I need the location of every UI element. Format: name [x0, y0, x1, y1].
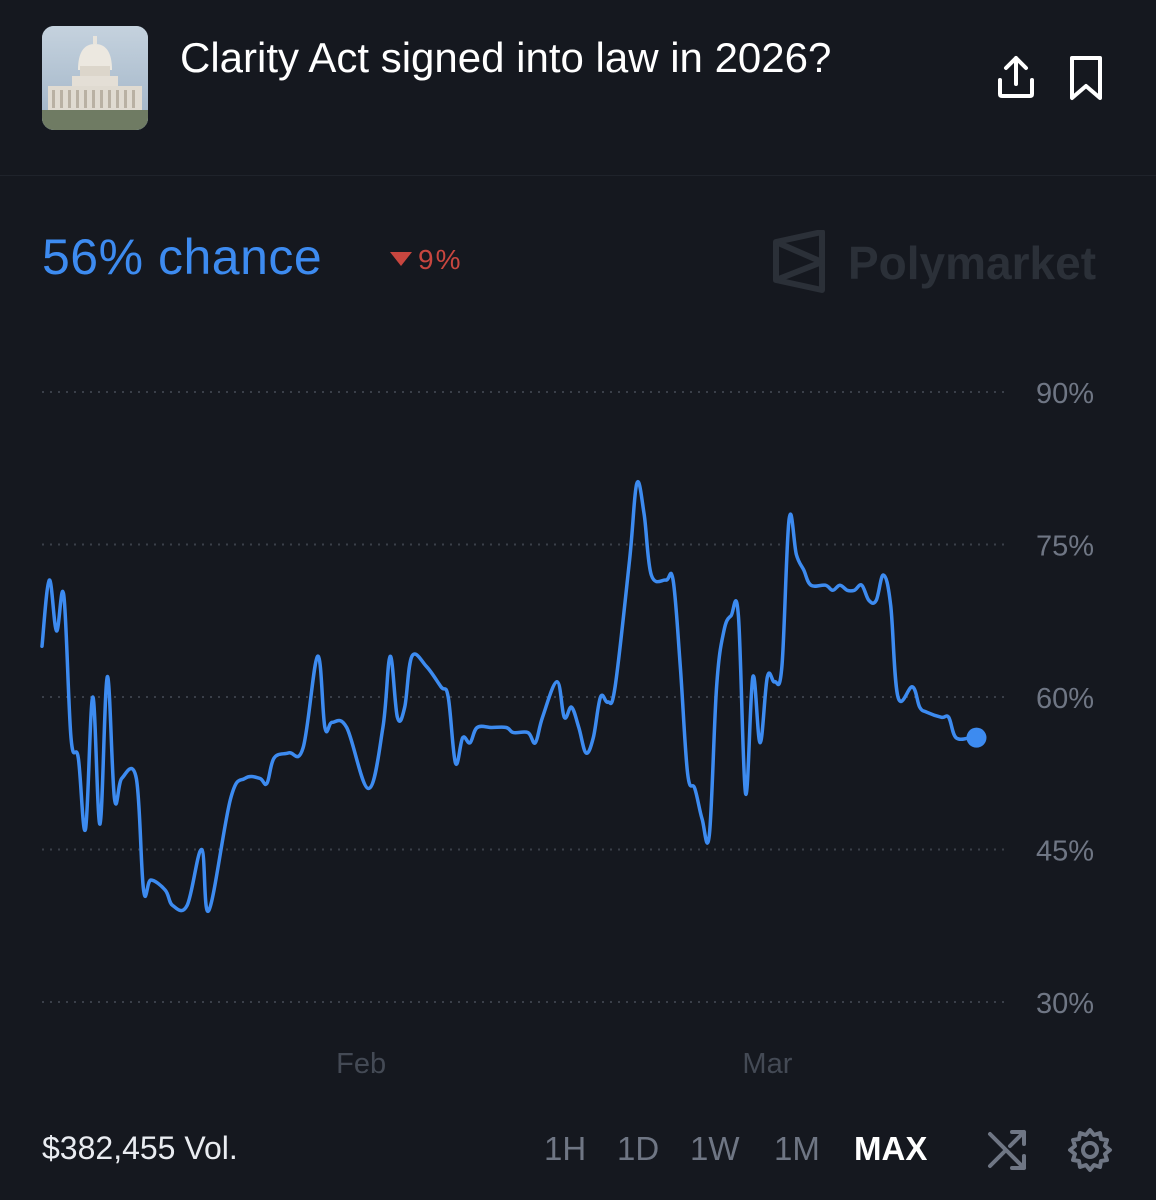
market-title: Clarity Act signed into law in 2026? — [180, 34, 832, 81]
brand-name: Polymarket — [848, 237, 1097, 289]
market-header: Clarity Act signed into law in 2026? — [0, 0, 1156, 176]
y-tick-label: 90% — [1036, 378, 1094, 410]
range-max[interactable]: MAX — [854, 1130, 928, 1167]
y-tick-label: 45% — [1036, 836, 1094, 868]
chance-text: 56% chance — [42, 229, 323, 285]
range-1w[interactable]: 1W — [690, 1130, 740, 1167]
change-badge: 9% — [390, 244, 462, 276]
volume-text: $382,455 Vol. — [42, 1130, 238, 1166]
range-1m[interactable]: 1M — [774, 1130, 820, 1167]
shuffle-icon[interactable] — [984, 1126, 1032, 1174]
current-value-dot — [966, 727, 987, 748]
x-tick-label: Mar — [742, 1048, 792, 1080]
gear-icon[interactable] — [1066, 1126, 1114, 1174]
range-1d[interactable]: 1D — [617, 1130, 660, 1167]
bookmark-icon[interactable] — [1062, 50, 1110, 106]
probability-chart: 90% 75% 60% 45% 30% Feb Mar — [40, 378, 1094, 1080]
polymarket-logo-icon — [773, 230, 825, 293]
range-1h[interactable]: 1H — [544, 1130, 587, 1167]
down-triangle-icon — [390, 252, 412, 266]
brand-watermark: Polymarket — [770, 230, 1120, 294]
y-tick-label: 30% — [1036, 988, 1094, 1020]
chart-footer: $382,455 Vol. 1H 1D 1W 1M MAX — [0, 1120, 1156, 1180]
capitol-building-icon — [42, 26, 148, 130]
y-axis-labels: 90% 75% 60% 45% 30% — [1036, 378, 1094, 1020]
share-icon[interactable] — [992, 50, 1040, 106]
grid-lines — [42, 391, 1010, 1003]
series-line — [40, 480, 973, 913]
x-tick-label: Feb — [336, 1048, 386, 1080]
change-value: 9% — [418, 244, 463, 275]
y-tick-label: 60% — [1036, 683, 1094, 715]
y-tick-label: 75% — [1036, 531, 1094, 563]
x-axis-labels: Feb Mar — [336, 1048, 793, 1080]
